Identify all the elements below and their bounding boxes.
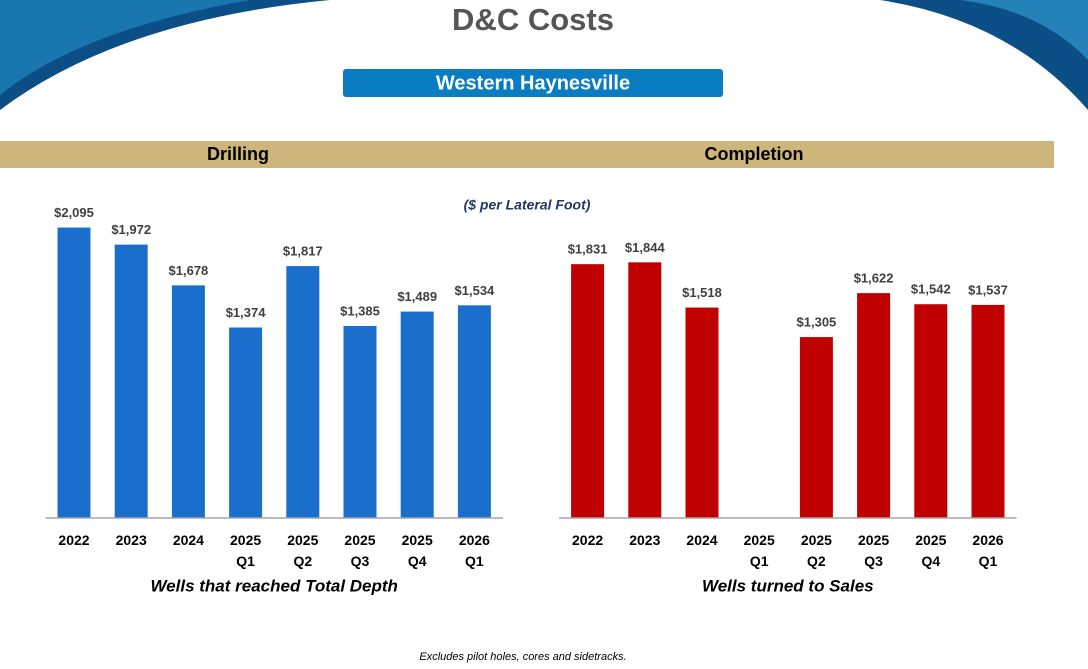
bar bbox=[114, 244, 148, 519]
x-tick-label: 2023 bbox=[116, 532, 147, 548]
data-label: $1,831 bbox=[568, 242, 608, 257]
x-axis-label: Wells turned to Sales bbox=[702, 576, 874, 595]
x-tick-label: 2022 bbox=[572, 532, 603, 548]
bar bbox=[685, 307, 719, 518]
bar bbox=[343, 325, 377, 518]
bar bbox=[171, 285, 205, 518]
swoosh-right bbox=[880, 0, 1088, 110]
data-label: $2,095 bbox=[54, 205, 94, 220]
data-label: $1,305 bbox=[797, 315, 837, 330]
x-tick-label: 2025 Q1 bbox=[744, 532, 775, 569]
panel-title: Drilling bbox=[207, 144, 269, 164]
subtitle: Western Haynesville bbox=[436, 72, 630, 94]
bar bbox=[57, 227, 91, 518]
x-tick-label: 2022 bbox=[58, 532, 89, 548]
subtitle-box bbox=[343, 69, 723, 97]
unit-note: ($ per Lateral Foot) bbox=[464, 197, 591, 213]
bar bbox=[571, 264, 605, 518]
data-label: $1,542 bbox=[911, 282, 951, 297]
x-tick-label: 2024 bbox=[686, 532, 717, 548]
bar bbox=[457, 305, 491, 518]
section-band bbox=[0, 141, 1054, 168]
data-label: $1,489 bbox=[397, 289, 437, 304]
bar bbox=[286, 266, 320, 518]
panel-title: Completion bbox=[705, 144, 804, 164]
bar bbox=[400, 311, 434, 518]
bar bbox=[914, 304, 948, 518]
x-tick-label: 2025 Q1 bbox=[230, 532, 261, 569]
footnote: Excludes pilot holes, cores and sidetrac… bbox=[419, 651, 626, 663]
x-tick-label: 2023 bbox=[629, 532, 660, 548]
data-label: $1,972 bbox=[111, 222, 151, 237]
bar bbox=[628, 262, 662, 518]
x-axis-label: Wells that reached Total Depth bbox=[150, 576, 398, 595]
data-label: $1,844 bbox=[625, 240, 666, 255]
x-tick-label: 2025 Q2 bbox=[801, 532, 832, 569]
x-tick-label: 2025 Q4 bbox=[402, 532, 433, 569]
data-label: $1,622 bbox=[854, 271, 894, 286]
x-tick-label: 2025 Q4 bbox=[915, 532, 946, 569]
x-tick-label: 2026 Q1 bbox=[972, 532, 1003, 569]
data-label: $1,385 bbox=[340, 303, 380, 318]
x-tick-label: 2025 Q3 bbox=[858, 532, 889, 569]
data-label: $1,678 bbox=[169, 263, 209, 278]
bar bbox=[229, 327, 263, 518]
data-label: $1,537 bbox=[968, 282, 1008, 297]
data-label: $1,534 bbox=[455, 283, 496, 298]
x-tick-label: 2025 Q3 bbox=[344, 532, 375, 569]
x-tick-label: 2025 Q2 bbox=[287, 532, 318, 569]
swoosh-right-light bbox=[960, 0, 1088, 60]
bar bbox=[857, 293, 891, 518]
x-tick-label: 2026 Q1 bbox=[459, 532, 490, 569]
data-label: $1,374 bbox=[226, 305, 267, 320]
data-label: $1,817 bbox=[283, 244, 323, 259]
title: D&C Costs bbox=[452, 2, 614, 37]
x-tick-label: 2024 bbox=[173, 532, 204, 548]
bar bbox=[799, 337, 833, 518]
bar bbox=[971, 304, 1005, 518]
swoosh-left-light bbox=[0, 0, 250, 95]
data-label: $1,518 bbox=[682, 285, 722, 300]
